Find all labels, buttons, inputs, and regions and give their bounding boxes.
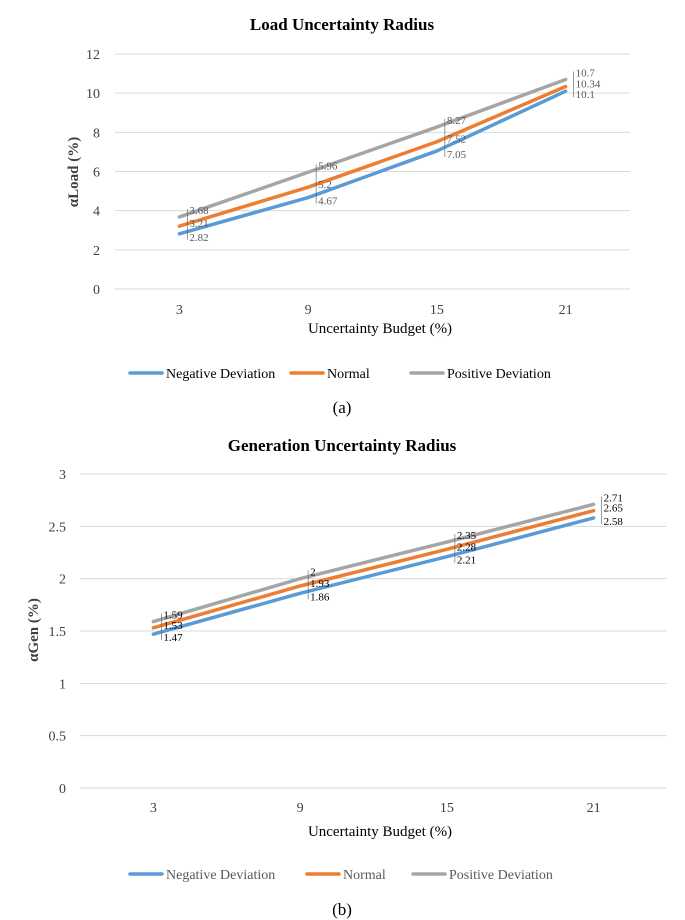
data-label-negative: 2.21 [457,555,476,567]
y-tick-labels: 0 0.5 1 1.5 2 2.5 3 [49,468,67,797]
x-tick-label: 3 [150,801,157,816]
series-line-normal [177,84,568,228]
gridlines [80,473,667,789]
data-label-normal: 1.93 [310,578,330,590]
data-label-positive: 5.96 [318,160,338,172]
y-tick-label: 3 [59,468,66,483]
data-labels: 3.683.212.825.965.24.678.277.527.0510.71… [187,67,601,244]
y-tick-label: 10 [86,87,100,102]
x-tick-label: 15 [430,303,444,318]
series-line-negative [151,516,596,636]
x-tick-label: 9 [305,303,312,318]
series-line-normal [151,508,596,630]
x-tick-label: 21 [587,801,601,816]
data-label-positive: 10.7 [576,67,596,79]
data-label-positive: 2 [310,567,316,579]
data-label-normal: 10.34 [576,79,601,91]
legend: Negative Deviation Normal Positive Deviati… [128,367,551,382]
series-line-positive [177,77,568,219]
data-label-normal: 2.65 [604,503,624,515]
series-lines [151,502,596,636]
data-label-positive: 1.59 [163,610,183,622]
y-tick-label: 12 [86,48,100,63]
data-label-negative: 10.1 [576,89,595,101]
y-tick-label: 2 [93,244,100,259]
x-axis-label: Uncertainty Budget (%) [308,824,452,840]
legend-label-negative: Negative Deviation [166,868,275,883]
y-tick-label: 0 [59,782,66,797]
data-label-negative: 7.05 [447,149,467,161]
data-label-negative: 1.86 [310,591,330,603]
data-label-normal: 1.53 [163,620,183,632]
y-tick-label: 2.5 [49,520,67,535]
y-tick-labels: 0 2 4 6 8 10 12 [86,48,100,298]
y-tick-label: 2 [59,573,66,588]
x-tick-labels: 3 9 15 21 [176,303,573,318]
x-axis-label: Uncertainty Budget (%) [308,321,452,337]
y-tick-label: 0 [93,283,100,298]
caption: (b) [332,900,352,919]
data-label-normal: 2.28 [457,541,477,553]
data-label-positive: 3.68 [189,205,209,217]
legend-label-normal: Normal [327,367,370,382]
x-tick-labels: 3 9 15 21 [150,801,601,816]
x-tick-label: 3 [176,303,183,318]
data-label-negative: 2.58 [604,516,624,528]
data-label-negative: 4.67 [318,196,338,208]
legend: Negative Deviation Normal Positive Deviati… [128,868,553,883]
data-label-positive: 8.27 [447,115,467,127]
legend-label-normal: Normal [343,868,386,883]
y-tick-label: 0.5 [49,730,67,745]
chart-title: Generation Uncertainty Radius [228,436,457,455]
legend-label-positive: Positive Deviation [449,868,553,883]
y-axis-label: αLoad (%) [66,137,82,207]
data-label-normal: 3.21 [189,218,208,230]
series-line-negative [177,89,568,236]
y-tick-label: 8 [93,126,100,141]
y-axis-label: αGen (%) [26,598,42,662]
chart-load-uncertainty: Load Uncertainty Radius 0 2 4 6 8 10 12 3 9 15 21… [66,15,630,417]
x-tick-label: 21 [559,303,573,318]
data-labels: 1.591.531.47 21.931.86 2.352.28 2.21 2.712.6… [161,492,623,644]
data-label-positive: 2.35 [457,530,477,542]
data-label-positive: 2.71 [604,492,623,504]
legend-label-negative: Negative Deviation [166,367,275,382]
series-lines [177,77,568,236]
legend-label-positive: Positive Deviation [447,367,551,382]
chart-title: Load Uncertainty Radius [250,15,435,34]
caption: (a) [333,398,352,417]
gridlines [115,53,630,290]
data-label-normal: 5.2 [318,179,332,191]
data-label-negative: 2.82 [189,232,208,244]
chart-generation-uncertainty: Generation Uncertainty Radius 0 0.5 1 1.5 2 2… [26,436,667,919]
data-label-normal: 7.52 [447,134,466,146]
series-line-positive [151,502,596,624]
y-tick-label: 4 [93,205,100,220]
y-tick-label: 6 [93,166,100,181]
y-tick-label: 1 [59,677,66,692]
data-label-negative: 1.47 [163,632,183,644]
x-tick-label: 9 [297,801,304,816]
x-tick-label: 15 [440,801,454,816]
y-tick-label: 1.5 [49,625,67,640]
